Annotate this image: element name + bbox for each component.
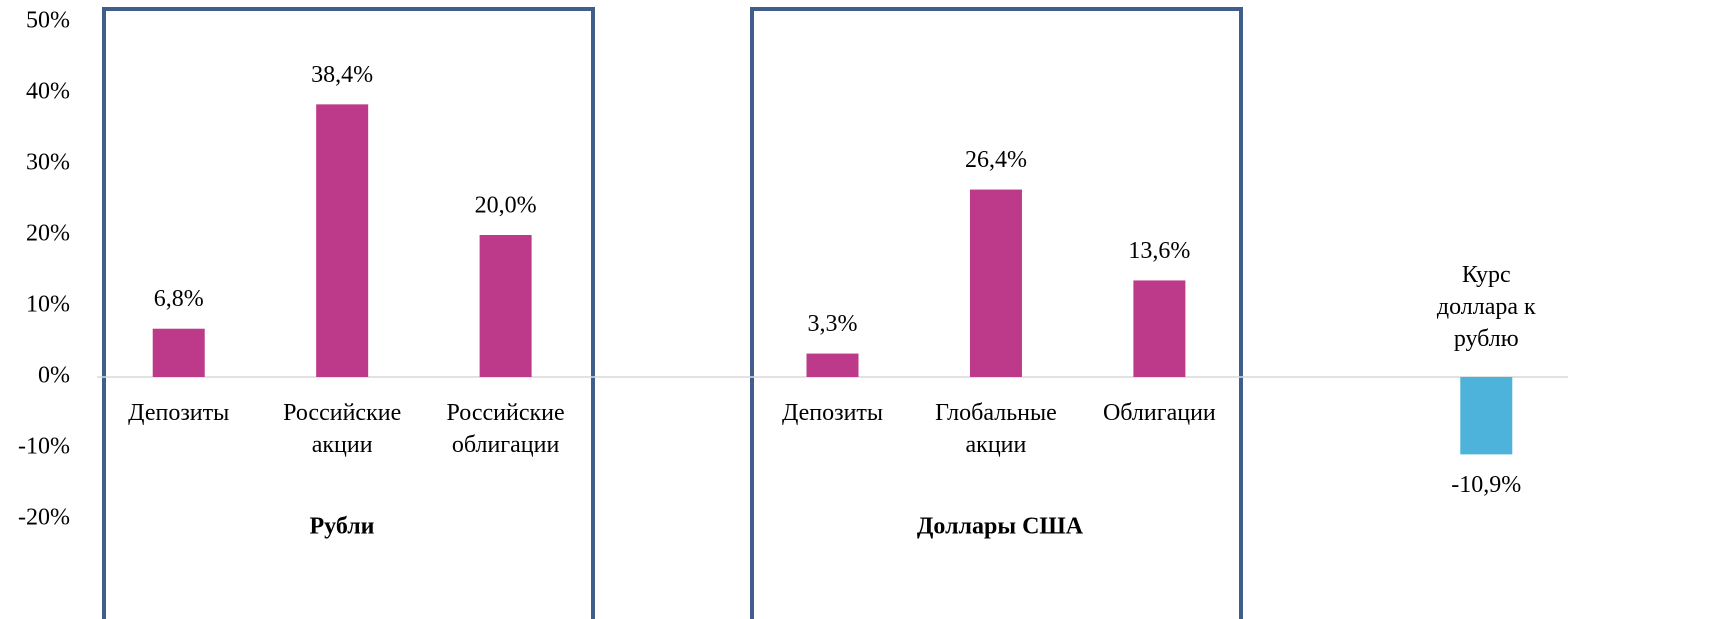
x-tick-label: Курс доллара к рублю	[1436, 262, 1536, 352]
data-label: -10,9%	[1451, 472, 1521, 498]
x-tick-label: Депозиты	[781, 400, 884, 426]
data-label: 26,4%	[965, 147, 1027, 173]
y-tick-label: 50%	[26, 8, 70, 34]
y-tick-label: -10%	[18, 434, 70, 460]
y-tick-label: 10%	[26, 292, 70, 318]
data-label: 6,8%	[154, 286, 204, 312]
x-tick-label: Глобальные акции	[935, 400, 1057, 458]
bar	[1460, 377, 1513, 455]
bar	[152, 328, 205, 377]
y-tick-label: 30%	[26, 150, 70, 176]
x-tick-label: Российские акции	[283, 400, 402, 458]
group-label: Доллары США	[917, 514, 1084, 540]
x-tick-label: Облигации	[1102, 400, 1216, 426]
data-label: 13,6%	[1128, 238, 1190, 264]
bar	[479, 235, 532, 377]
group-box	[102, 7, 595, 619]
y-tick-label: 40%	[26, 79, 70, 105]
group-label: Рубли	[309, 514, 374, 540]
data-label: 3,3%	[808, 311, 858, 337]
bar	[1133, 280, 1186, 377]
group-box	[750, 7, 1243, 619]
bar	[806, 353, 859, 377]
bar	[969, 189, 1022, 377]
bar	[316, 104, 369, 378]
y-tick-label: 0%	[38, 363, 70, 389]
y-tick-label: -20%	[18, 505, 70, 531]
x-tick-label: Российские облигации	[446, 400, 565, 458]
y-tick-label: 20%	[26, 221, 70, 247]
data-label: 20,0%	[475, 193, 537, 219]
data-label: 38,4%	[311, 62, 373, 88]
x-tick-label: Депозиты	[128, 400, 230, 426]
